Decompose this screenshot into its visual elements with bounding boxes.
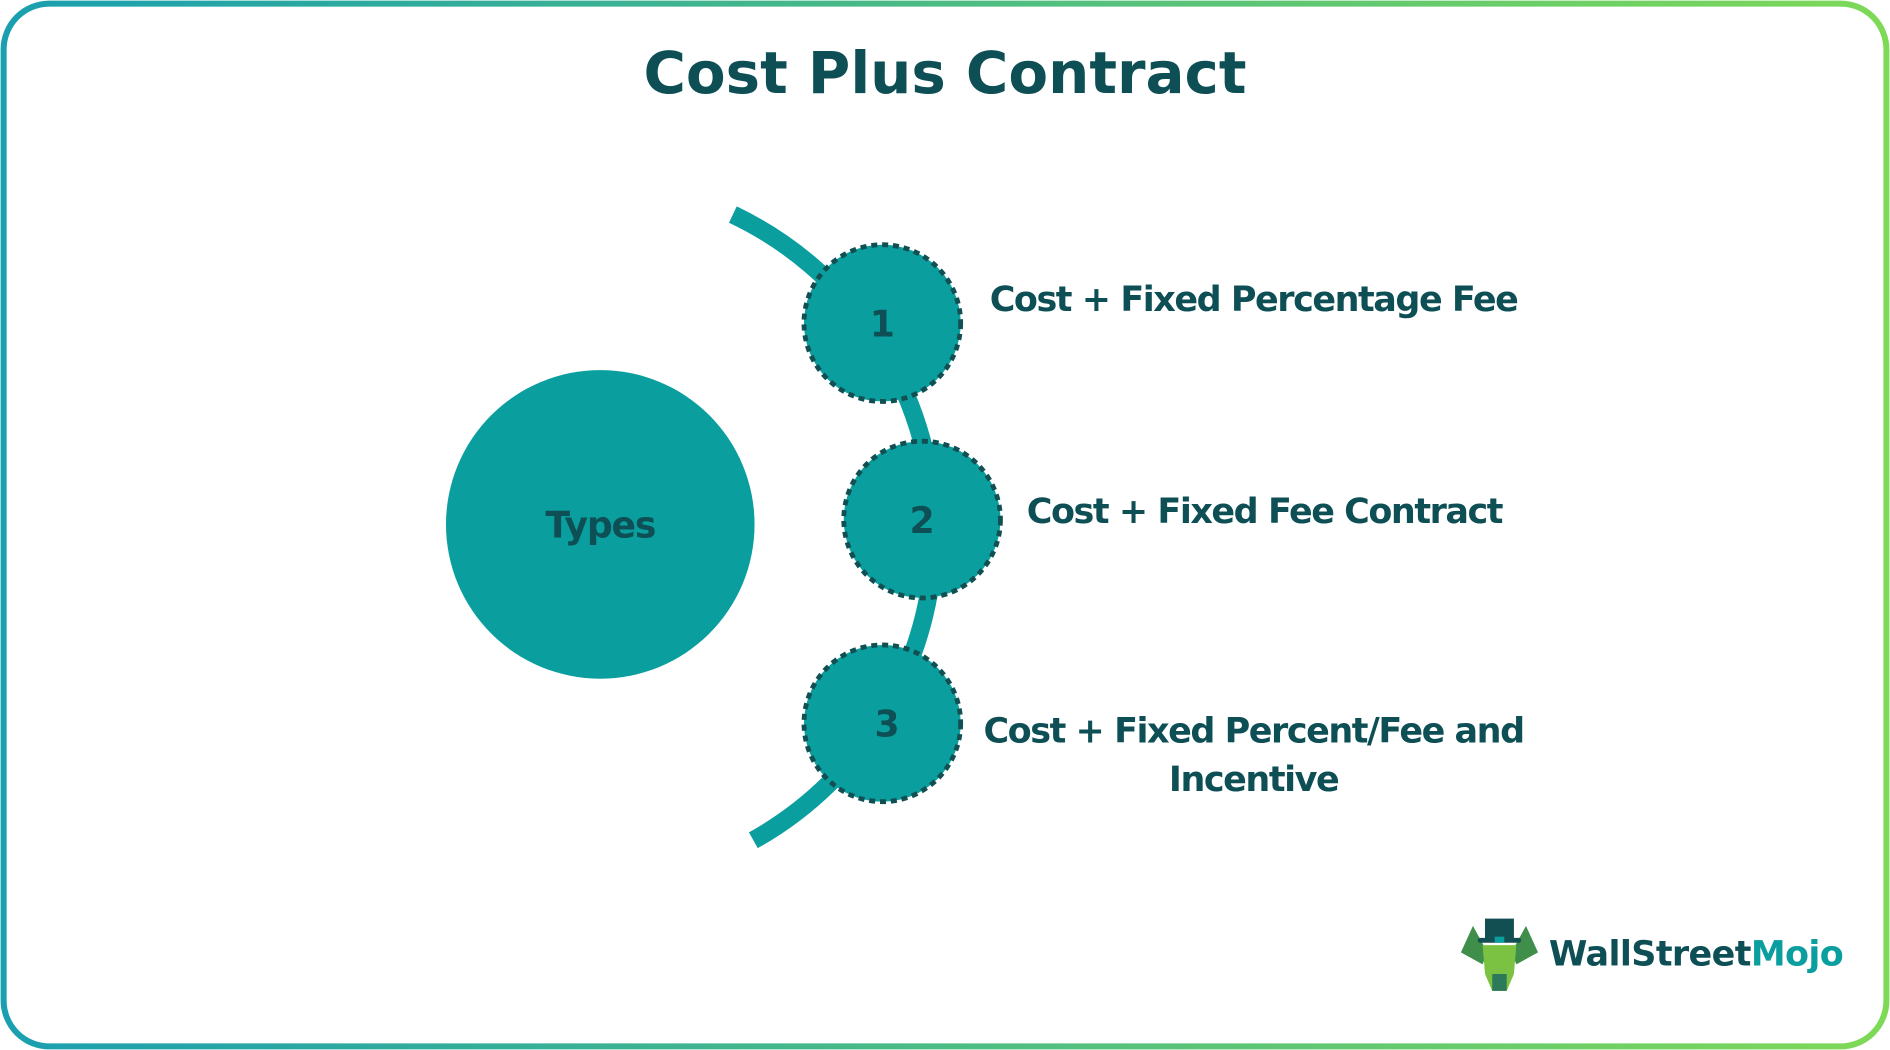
step-1: 1 Cost + Fixed Percentage Fee [801, 242, 1519, 404]
step-3: 3 Cost + Fixed Percent/Fee and Incentive [801, 642, 1525, 805]
center-circle [445, 370, 755, 679]
step-circle [801, 642, 964, 805]
step-label: Cost + Fixed Percentage Fee [990, 280, 1518, 320]
logo-text: WallStreetMojo [1549, 935, 1843, 975]
step-2: 2 Cost + Fixed Fee Contract [841, 438, 1504, 601]
wallstreetmojo-logo: WallStreetMojo [1460, 918, 1844, 991]
center-label: Types [545, 504, 655, 547]
step-number: 3 [875, 703, 900, 746]
step-circle [801, 242, 964, 404]
step-label: Cost + Fixed Fee Contract [1027, 492, 1503, 532]
page-title: Cost Plus Contract [643, 39, 1246, 107]
step-label: Cost + Fixed Percent/Fee and [983, 712, 1523, 752]
step-circle [841, 438, 1003, 601]
step-label-line2: Incentive [1169, 760, 1338, 800]
step-number: 2 [910, 499, 935, 542]
bull-mascot-icon [1460, 918, 1539, 991]
step-number: 1 [870, 302, 895, 345]
